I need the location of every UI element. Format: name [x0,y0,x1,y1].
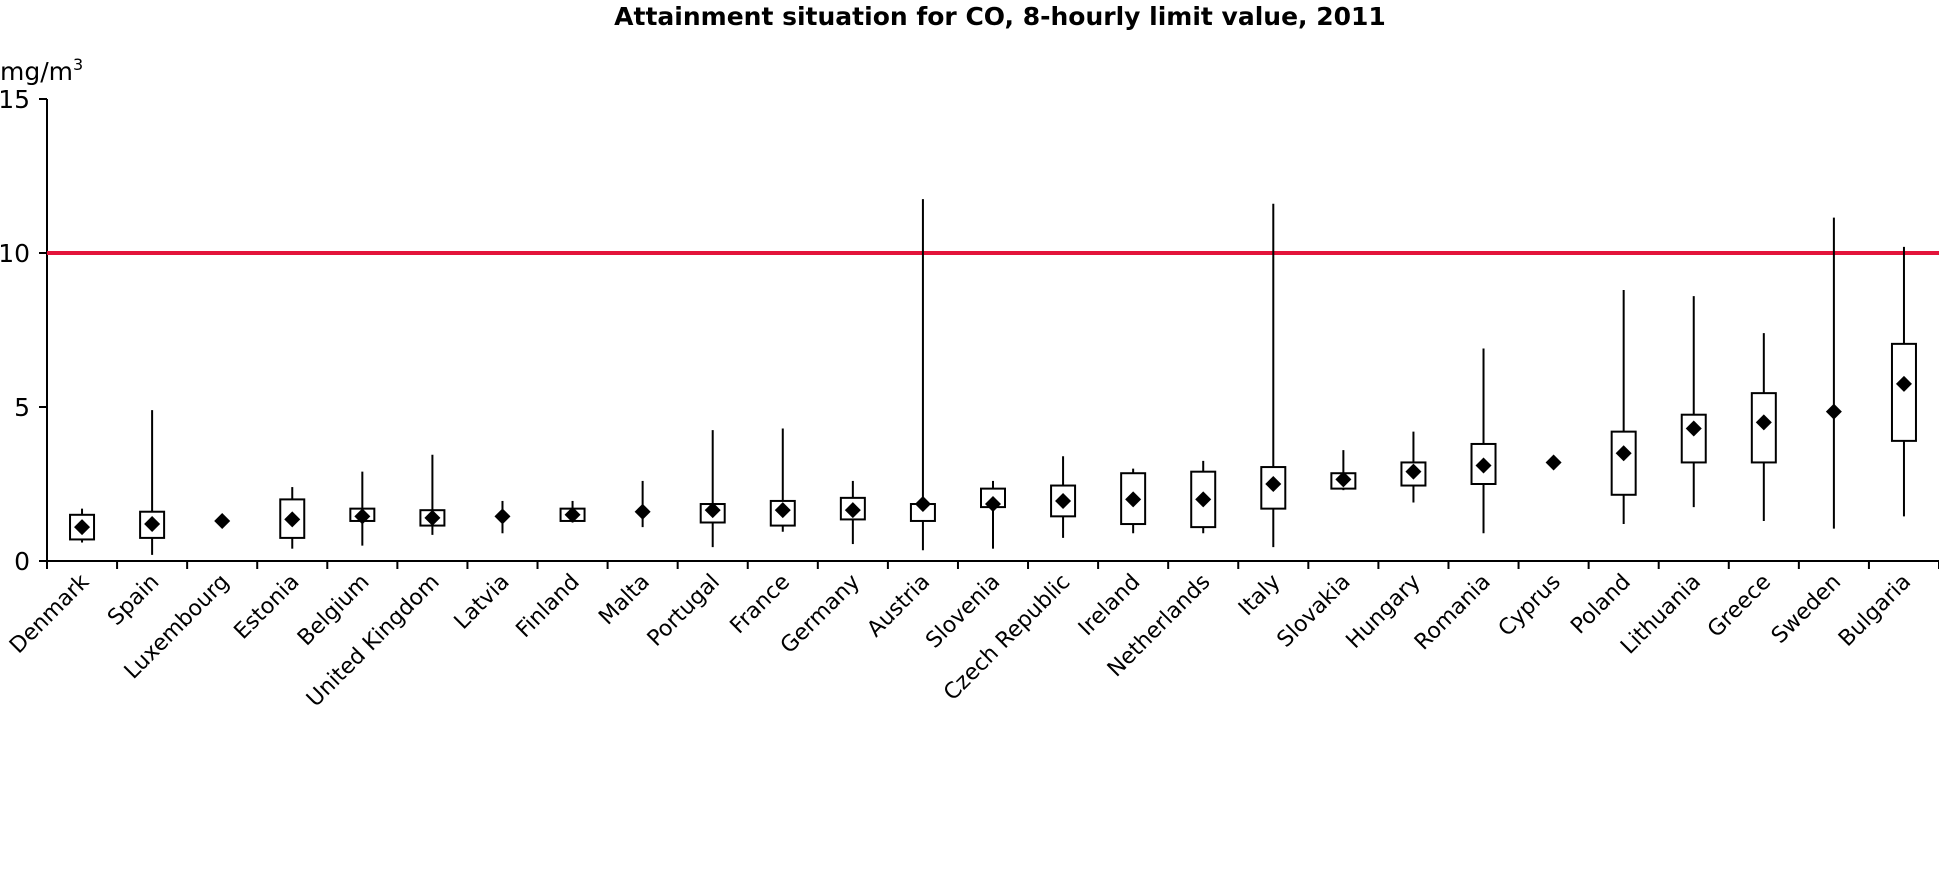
median-marker [1825,403,1842,420]
x-tick-label: Bulgaria [1834,570,1916,652]
median-marker [1475,457,1492,474]
box-plot-greece [1750,333,1777,521]
box-plot-slovakia [1330,450,1357,491]
x-tick-label: France [726,570,795,639]
box-plot-romania [1470,348,1497,534]
y-axis-ticks: 0 5 10 15 [0,85,47,576]
box-plot-luxembourg [214,512,231,529]
plot-area [46,99,1939,569]
median-marker [704,502,721,519]
median-marker [494,508,511,525]
x-tick-label: Spain [103,570,164,631]
median-marker [1055,492,1072,509]
box-plot-germany [839,480,866,545]
box-plot-slovenia [980,480,1006,549]
box-plot-estonia [279,487,306,549]
box-plot-cyprus [1545,454,1562,471]
median-marker [1615,445,1632,462]
chart-title: Attainment situation for CO, 8-hourly li… [614,2,1386,31]
x-tick-label: Latvia [450,570,515,635]
x-tick-label: Poland [1566,570,1636,640]
median-marker [1335,471,1352,488]
box-plot-hungary [1400,431,1427,503]
x-tick-label: Slovakia [1273,570,1356,653]
box-plot-austria [909,199,936,551]
box-plot-united-kingdom [419,454,446,535]
box-plot-poland [1610,289,1637,525]
median-marker [1685,420,1702,437]
box-plot-bulgaria [1890,246,1917,517]
y-tick-label: 5 [14,393,30,422]
median-marker [634,503,651,520]
box-plot-sweden [1825,217,1842,529]
median-marker [354,508,371,525]
x-tick-label: Finland [512,570,585,643]
median-marker [214,512,231,529]
box-plot-finland [559,500,586,523]
box-plot-lithuania [1680,296,1707,508]
median-marker [1405,463,1422,480]
x-tick-label: Austria [863,570,936,643]
median-marker [1545,454,1562,471]
median-marker [985,496,1001,513]
x-tick-label: Czech Republic [939,570,1075,706]
median-marker [424,509,441,526]
x-tick-label: Italy [1234,570,1285,621]
median-marker [914,496,931,513]
x-tick-label: Sweden [1767,570,1846,649]
median-marker [284,511,301,528]
unit-superscript: 3 [73,55,83,74]
median-marker [1125,491,1142,508]
box-plot-netherlands [1190,460,1217,534]
box-plot-portugal [699,430,726,548]
box-plot-czech-republic [1050,456,1077,538]
x-tick-label: Denmark [5,569,94,658]
x-tick-label: Greece [1703,570,1776,643]
x-tick-label: Portugal [643,570,725,652]
median-marker [1755,414,1772,431]
median-marker [844,502,861,519]
x-axis-tick-labels: Denmark SpainLuxembourgEstoniaBelgiumUnit… [5,569,1916,712]
box-plot-belgium [349,471,376,546]
y-tick-label: 10 [0,239,30,268]
box-plot-malta [634,480,651,528]
box-plot-france [769,428,796,532]
box-plot-spain [139,410,166,555]
y-tick-label: 0 [14,547,30,576]
x-tick-label: Romania [1410,570,1496,656]
median-marker [774,502,791,519]
median-marker [1195,491,1212,508]
box-plot-latvia [494,500,511,534]
median-marker [74,519,91,536]
box-plot-italy [1260,203,1287,548]
box-plot-ireland [1120,468,1147,534]
box-plot-denmark [69,508,96,543]
y-axis-unit: mg/m3 [0,55,83,86]
interquartile-box [1120,472,1147,526]
x-tick-label: Ireland [1074,570,1145,641]
median-marker [1265,476,1282,492]
median-marker [1895,375,1912,392]
x-tick-label: Malta [594,570,655,631]
x-tick-label: Cyprus [1494,570,1566,642]
interquartile-box [1610,430,1637,496]
interquartile-box [1890,342,1917,442]
median-marker [564,506,581,523]
median-marker [144,516,161,533]
x-tick-label: United Kingdom [302,570,445,713]
unit-text: mg/m [0,57,73,86]
y-tick-label: 15 [0,85,30,114]
